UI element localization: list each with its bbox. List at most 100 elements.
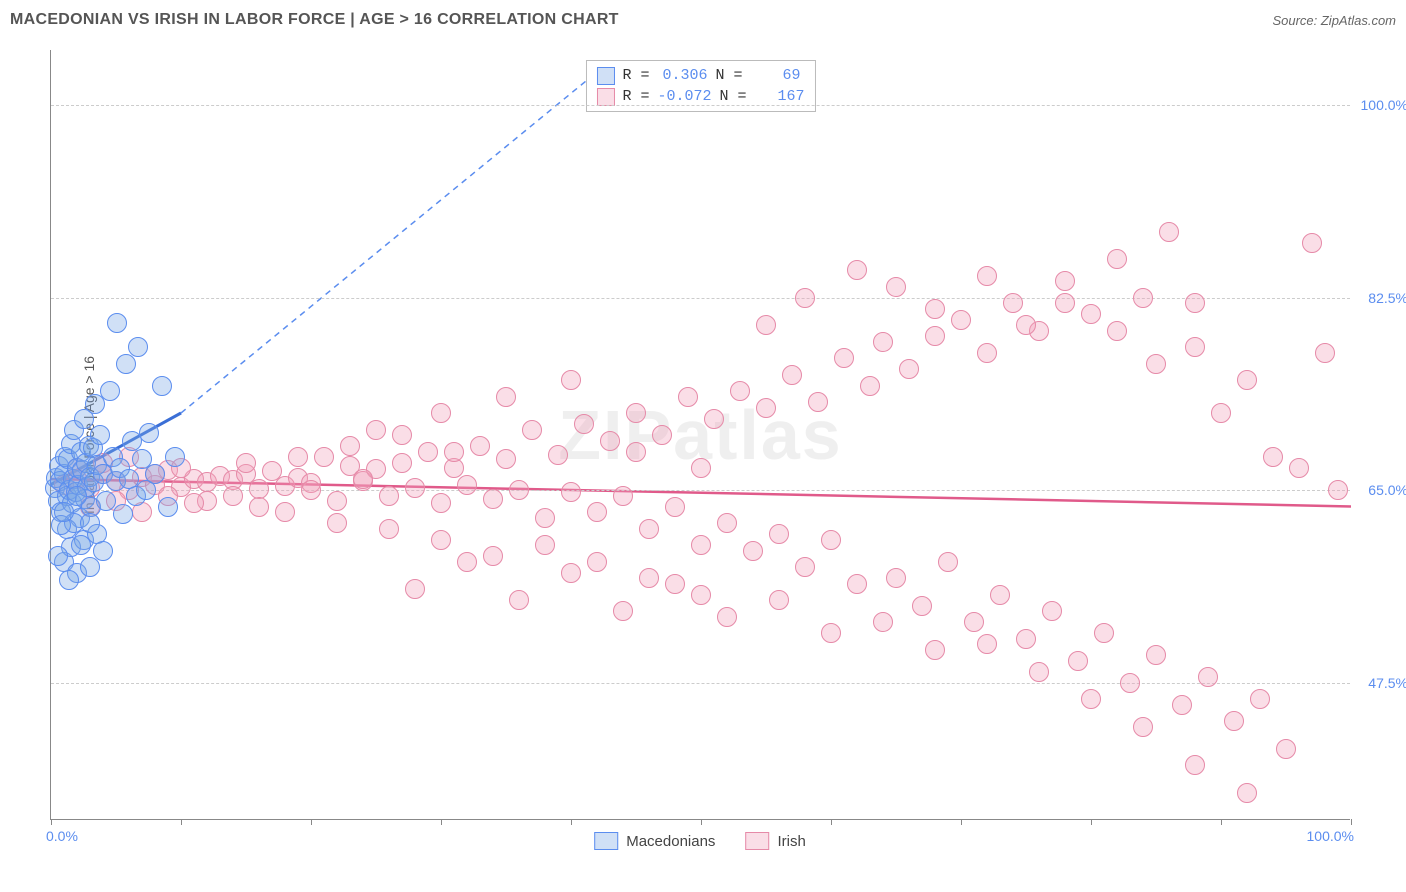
irish-point [1159, 222, 1179, 242]
irish-point [782, 365, 802, 385]
y-tick-label: 65.0% [1354, 482, 1406, 498]
irish-point [821, 623, 841, 643]
irish-point [977, 634, 997, 654]
irish-point [522, 420, 542, 440]
irish-point [1250, 689, 1270, 709]
x-tick [961, 819, 962, 825]
gridline [51, 105, 1350, 106]
irish-point [704, 409, 724, 429]
x-tick [181, 819, 182, 825]
chart-title: MACEDONIAN VS IRISH IN LABOR FORCE | AGE… [10, 11, 619, 29]
macedonians-point [90, 425, 110, 445]
trend-overlay [51, 50, 1351, 820]
irish-point [340, 436, 360, 456]
irish-point [639, 519, 659, 539]
irish-point [990, 585, 1010, 605]
x-label-max: 100.0% [1307, 828, 1354, 844]
irish-point [405, 579, 425, 599]
x-tick [1221, 819, 1222, 825]
irish-point [1172, 695, 1192, 715]
r-value-irish: -0.072 [657, 86, 711, 107]
irish-point [795, 557, 815, 577]
irish-point [899, 359, 919, 379]
irish-point [1055, 271, 1075, 291]
irish-point [1107, 249, 1127, 269]
irish-point [951, 310, 971, 330]
r-label: R = [622, 86, 649, 107]
legend-item-macedonians: Macedonians [594, 832, 715, 850]
irish-point [1042, 601, 1062, 621]
n-value-macedonians: 69 [751, 65, 801, 86]
irish-point [717, 513, 737, 533]
irish-point [496, 449, 516, 469]
irish-point [561, 482, 581, 502]
irish-point [574, 414, 594, 434]
x-tick [51, 819, 52, 825]
macedonians-point [96, 491, 116, 511]
irish-point [548, 445, 568, 465]
macedonians-point [152, 376, 172, 396]
irish-point [925, 326, 945, 346]
macedonians-point [165, 447, 185, 467]
plot-region: ZIPatlas R = 0.306 N = 69 R = -0.072 N =… [50, 50, 1350, 820]
irish-point [860, 376, 880, 396]
irish-point [1185, 293, 1205, 313]
irish-point [756, 315, 776, 335]
x-tick [311, 819, 312, 825]
x-tick [701, 819, 702, 825]
irish-point [509, 590, 529, 610]
irish-point [912, 596, 932, 616]
n-label: N = [715, 65, 742, 86]
irish-point [1237, 783, 1257, 803]
irish-point [535, 535, 555, 555]
irish-point [483, 489, 503, 509]
irish-point [977, 343, 997, 363]
irish-point [405, 478, 425, 498]
irish-point [1133, 288, 1153, 308]
irish-point [808, 392, 828, 412]
legend-swatch-irish [745, 832, 769, 850]
irish-point [873, 332, 893, 352]
irish-point [795, 288, 815, 308]
irish-point [769, 590, 789, 610]
irish-point [769, 524, 789, 544]
irish-point [327, 491, 347, 511]
irish-point [1146, 354, 1166, 374]
irish-point [1224, 711, 1244, 731]
legend-label-macedonians: Macedonians [626, 833, 715, 850]
irish-point [1198, 667, 1218, 687]
irish-point [1185, 755, 1205, 775]
irish-point [717, 607, 737, 627]
macedonians-point [128, 337, 148, 357]
irish-point [691, 458, 711, 478]
irish-point [1263, 447, 1283, 467]
irish-point [587, 552, 607, 572]
n-value-irish: 167 [755, 86, 805, 107]
irish-point [873, 612, 893, 632]
irish-point [1068, 651, 1088, 671]
irish-point [366, 420, 386, 440]
irish-point [1146, 645, 1166, 665]
irish-point [223, 486, 243, 506]
irish-point [847, 260, 867, 280]
macedonians-point [116, 354, 136, 374]
irish-point [756, 398, 776, 418]
macedonians-point [158, 497, 178, 517]
irish-point [457, 552, 477, 572]
irish-point [314, 447, 334, 467]
legend: Macedonians Irish [594, 832, 806, 850]
irish-point [886, 277, 906, 297]
irish-point [535, 508, 555, 528]
irish-point [626, 403, 646, 423]
irish-point [1081, 689, 1101, 709]
gridline [51, 298, 1350, 299]
irish-point [691, 585, 711, 605]
y-tick-label: 82.5% [1354, 290, 1406, 306]
irish-point [301, 480, 321, 500]
irish-point [925, 640, 945, 660]
irish-point [561, 370, 581, 390]
x-tick [571, 819, 572, 825]
irish-point [1055, 293, 1075, 313]
irish-point [938, 552, 958, 572]
macedonians-point [100, 381, 120, 401]
